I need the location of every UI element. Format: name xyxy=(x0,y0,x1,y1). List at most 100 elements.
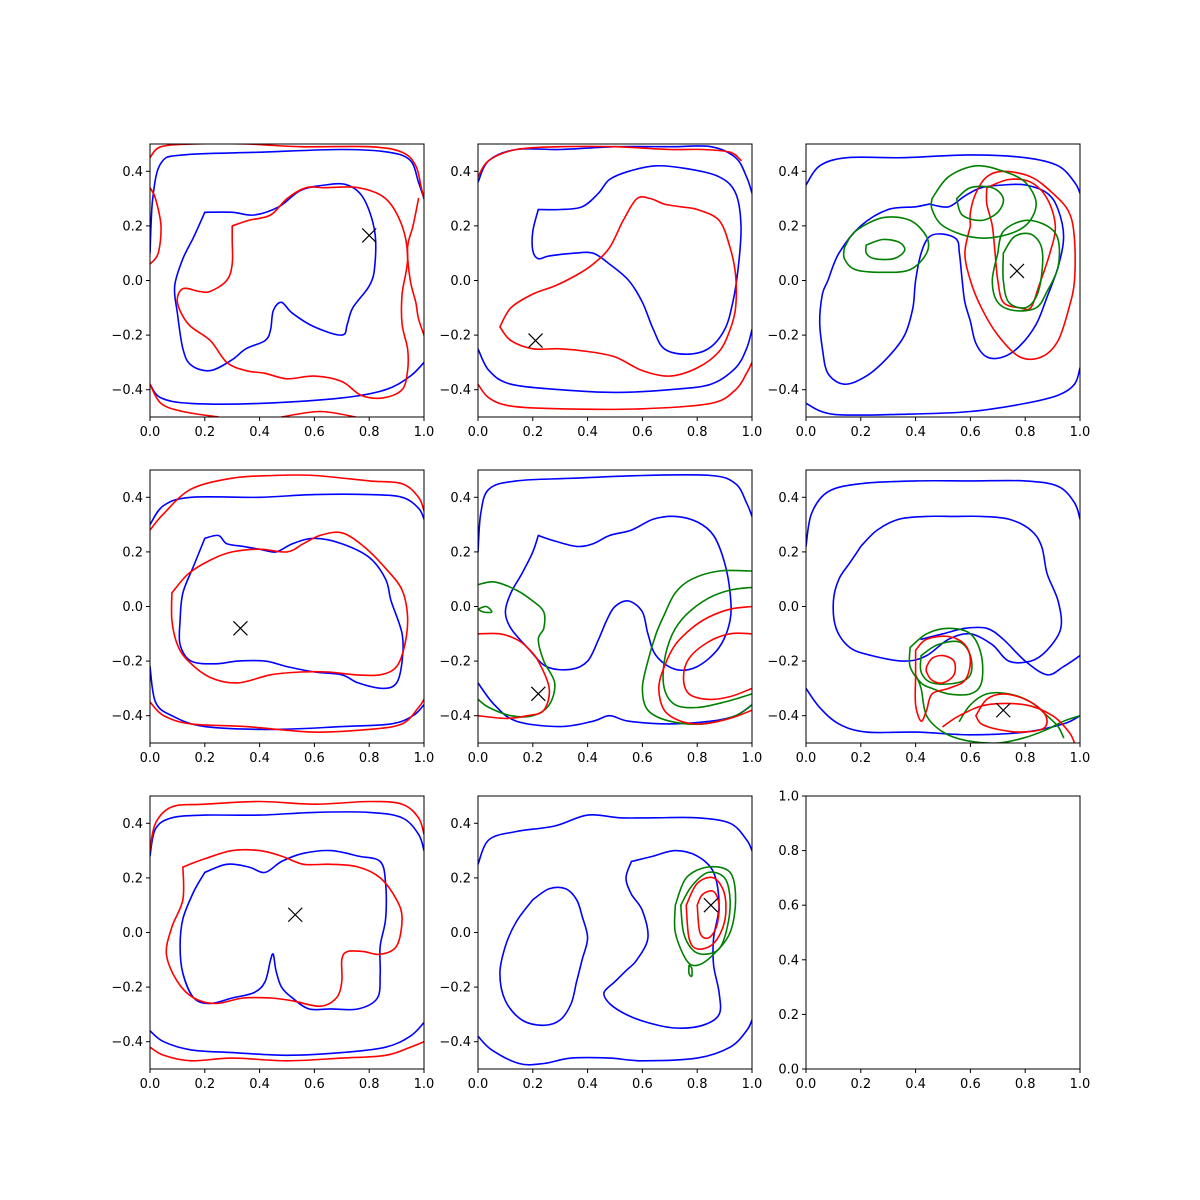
blue-contour-2 xyxy=(150,361,424,405)
y-tick-label: −0.4 xyxy=(767,709,799,724)
y-tick-label: −0.4 xyxy=(439,383,471,398)
x-tick-label: 0.8 xyxy=(359,425,380,440)
red-contour-9 xyxy=(685,876,727,950)
x-marker xyxy=(361,228,377,243)
subplot-7: 0.0 0.2 0.4 0.6 0.8 1.0 −0.4 −0.2 0.0 0.2 0.4 xyxy=(111,795,435,1092)
x-marker xyxy=(287,907,303,923)
y-tick-label: −0.2 xyxy=(111,329,143,344)
x-marker xyxy=(995,702,1011,718)
green-contour-7 xyxy=(662,586,752,709)
green-contour-6 xyxy=(673,865,737,967)
blue-contour-3 xyxy=(504,515,732,671)
red-contour-9 xyxy=(176,186,410,400)
blue-contour-1 xyxy=(150,148,424,254)
y-tick-label: 0.4 xyxy=(450,491,471,506)
green-contour-6 xyxy=(864,238,906,261)
blue-contour-2 xyxy=(806,367,1080,416)
x-tick-label: 0.2 xyxy=(522,751,543,766)
x-tick-label: 1.0 xyxy=(1070,751,1091,766)
red-contour-8 xyxy=(696,890,721,940)
red-contour-12 xyxy=(942,702,1076,743)
blue-contour-3 xyxy=(832,515,1063,664)
green-contour-9 xyxy=(930,164,1037,239)
blue-contour-3 xyxy=(531,164,742,355)
red-contour-8 xyxy=(406,197,424,336)
x-tick-label: 1.0 xyxy=(414,751,435,766)
green-contour-5 xyxy=(908,627,984,696)
red-contour-4 xyxy=(150,800,424,852)
x-tick-label: 1.0 xyxy=(414,425,435,440)
x-tick-label: 0.4 xyxy=(577,1077,598,1092)
blue-contour-3 xyxy=(173,182,377,372)
x-tick-label: 0.2 xyxy=(194,1077,215,1092)
x-tick-label: 0.8 xyxy=(687,425,708,440)
y-tick-label: −0.4 xyxy=(767,383,799,398)
y-tick-label: −0.2 xyxy=(111,655,143,670)
plot-area xyxy=(806,154,1080,416)
blue-contour-2 xyxy=(478,1019,752,1066)
x-marker xyxy=(703,897,719,913)
subplot-9: 0.0 0.2 0.4 0.6 0.8 1.0 0.0 0.2 0.4 0.6 0.8 1.0 xyxy=(778,790,1090,1093)
x-tick-label: 0.0 xyxy=(140,1077,161,1092)
green-contour-5 xyxy=(478,605,493,614)
red-contour-4 xyxy=(150,144,424,200)
y-tick-label: 0.2 xyxy=(122,545,143,560)
green-contour-4 xyxy=(478,580,556,718)
red-contour-4 xyxy=(150,474,424,531)
red-contour-8 xyxy=(478,632,551,720)
y-tick-label: 0.2 xyxy=(450,545,471,560)
x-tick-label: 0.6 xyxy=(304,425,325,440)
red-contour-9 xyxy=(925,654,957,684)
red-contour-10 xyxy=(914,635,972,723)
y-tick-label: 0.2 xyxy=(778,219,799,234)
axes-layer: 0.0 0.2 0.4 0.6 0.8 1.0 −0.4 −0.2 0.0 0.2 0.4 0.0 0.… xyxy=(111,143,1091,1093)
x-marker xyxy=(528,333,543,348)
x-tick-label: 1.0 xyxy=(742,1077,763,1092)
x-tick-label: 0.8 xyxy=(1015,425,1036,440)
x-tick-label: 0.4 xyxy=(577,425,598,440)
y-tick-label: −0.2 xyxy=(439,655,471,670)
plot-area xyxy=(478,813,752,1066)
green-contour-10 xyxy=(1002,232,1044,309)
blue-contour-1 xyxy=(478,813,752,866)
y-tick-label: 0.4 xyxy=(778,491,799,506)
y-tick-label: −0.4 xyxy=(111,383,143,398)
x-tick-label: 0.2 xyxy=(194,751,215,766)
red-contour-5 xyxy=(150,1040,424,1062)
y-tick-label: 0.2 xyxy=(778,545,799,560)
x-marker xyxy=(232,620,248,636)
y-tick-label: −0.2 xyxy=(767,329,799,344)
x-tick-label: 0.4 xyxy=(249,425,270,440)
x-tick-label: 0.6 xyxy=(960,1077,981,1092)
x-tick-label: 0.0 xyxy=(796,1077,817,1092)
x-tick-label: 0.2 xyxy=(194,425,215,440)
x-tick-label: 0.4 xyxy=(905,751,926,766)
y-tick-label: −0.2 xyxy=(439,329,471,344)
plot-area xyxy=(478,145,752,411)
x-tick-label: 0.2 xyxy=(522,1077,543,1092)
x-tick-label: 0.8 xyxy=(687,751,708,766)
x-tick-label: 1.0 xyxy=(414,1077,435,1092)
x-tick-label: 0.0 xyxy=(468,751,489,766)
blue-contour-1 xyxy=(806,154,1080,194)
x-tick-label: 0.8 xyxy=(359,1077,380,1092)
green-contour-7 xyxy=(687,964,693,978)
y-tick-label: 0.4 xyxy=(778,953,799,968)
y-tick-label: −0.4 xyxy=(111,1035,143,1050)
x-tick-label: 0.0 xyxy=(796,751,817,766)
red-contour-4 xyxy=(985,178,1057,311)
blue-contour-1 xyxy=(806,479,1080,548)
y-tick-label: 0.8 xyxy=(778,844,799,859)
blue-contour-2 xyxy=(478,328,752,394)
blue-contour-1 xyxy=(150,493,424,526)
y-tick-label: 0.2 xyxy=(122,219,143,234)
x-tick-label: 0.8 xyxy=(1015,751,1036,766)
y-tick-label: 0.0 xyxy=(122,600,143,615)
y-tick-label: 0.4 xyxy=(122,165,143,180)
y-tick-label: −0.2 xyxy=(439,981,471,996)
y-tick-label: 0.0 xyxy=(122,926,143,941)
x-tick-label: 0.6 xyxy=(304,1077,325,1092)
x-tick-label: 0.4 xyxy=(905,425,926,440)
red-contour-5 xyxy=(150,383,220,417)
red-contour-5 xyxy=(478,361,752,411)
